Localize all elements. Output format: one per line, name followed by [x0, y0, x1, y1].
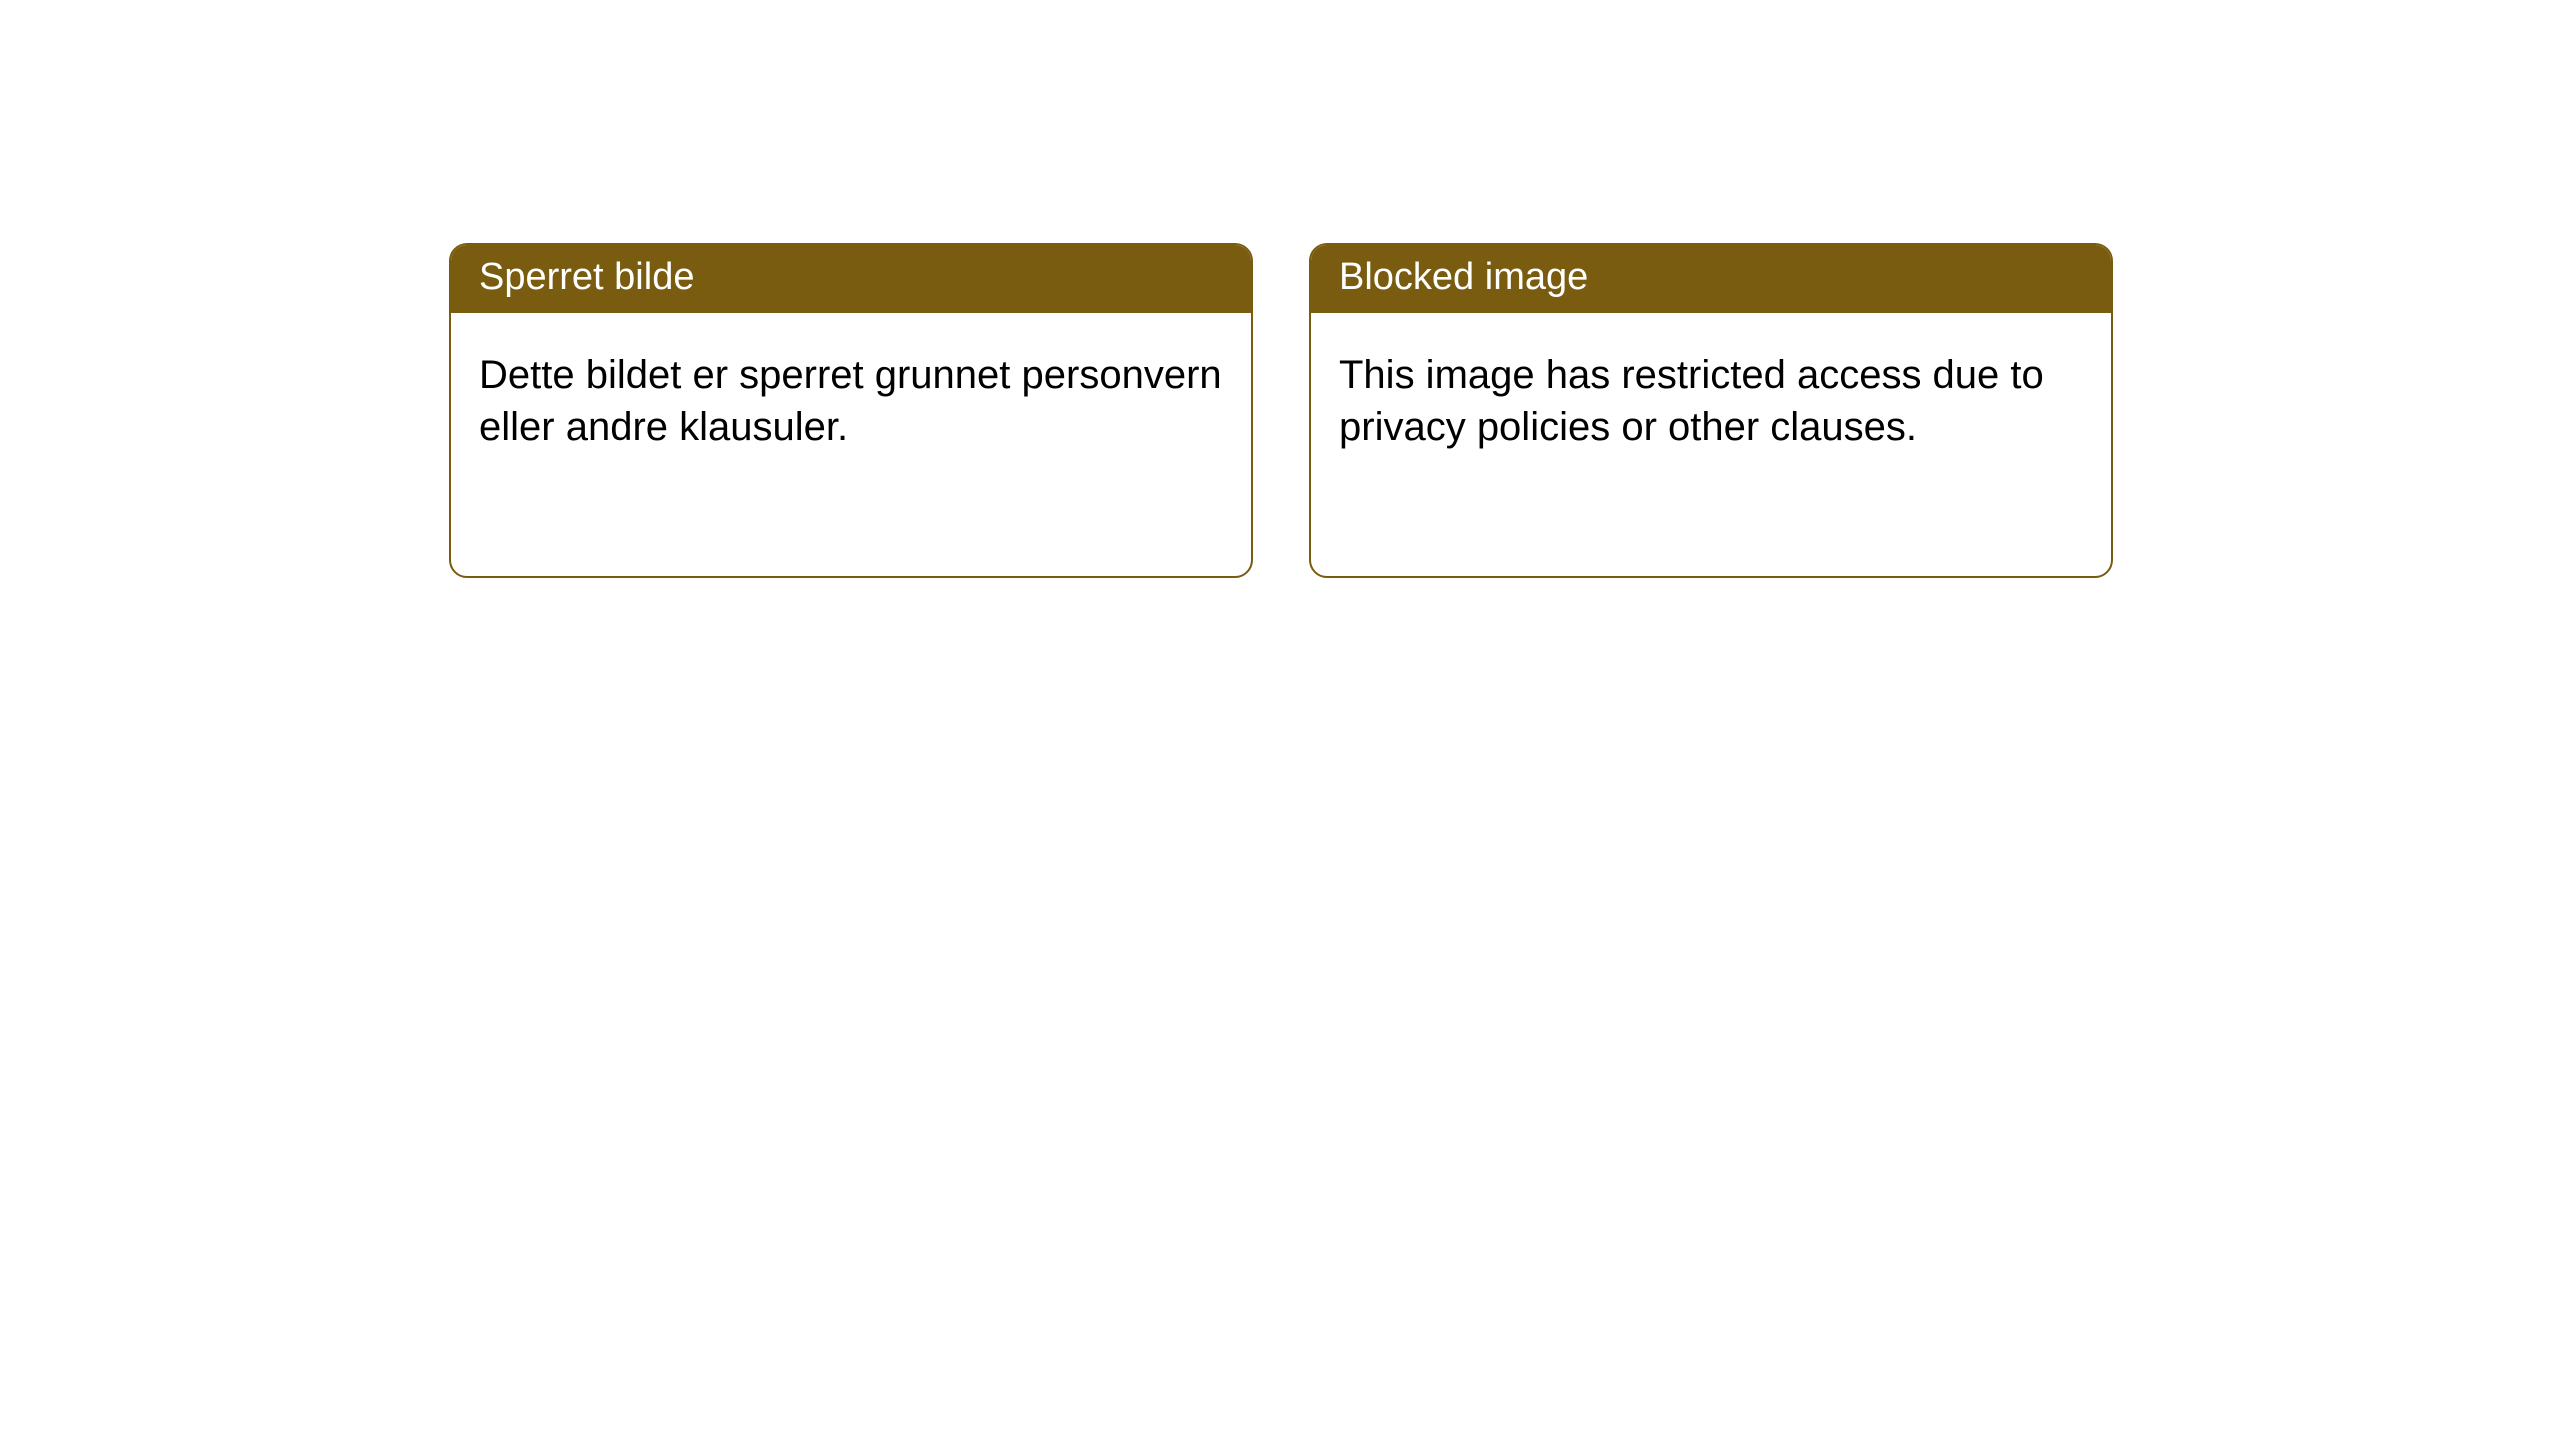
notice-card-norwegian: Sperret bilde Dette bildet er sperret gr…: [449, 243, 1253, 578]
notice-card-container: Sperret bilde Dette bildet er sperret gr…: [0, 0, 2560, 578]
card-body: Dette bildet er sperret grunnet personve…: [451, 313, 1251, 481]
notice-card-english: Blocked image This image has restricted …: [1309, 243, 2113, 578]
card-header: Sperret bilde: [451, 245, 1251, 313]
card-body: This image has restricted access due to …: [1311, 313, 2111, 481]
card-header: Blocked image: [1311, 245, 2111, 313]
